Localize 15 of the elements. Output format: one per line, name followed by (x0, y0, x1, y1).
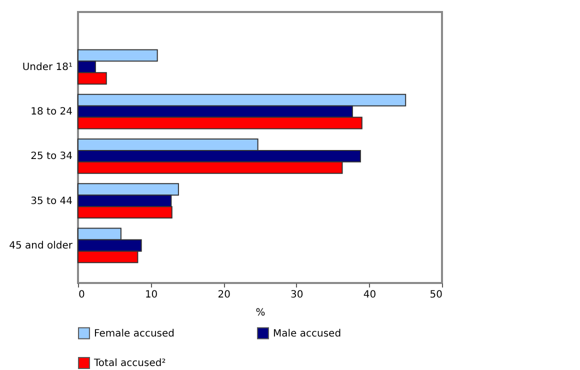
y-tick-label: 45 and older (9, 240, 74, 252)
x-tick-label: 30 (290, 290, 304, 300)
y-tick-label: 35 to 44 (30, 196, 72, 207)
y-tick-label: 25 to 34 (30, 151, 72, 162)
legend-label: Female accused (94, 328, 175, 340)
x-tick-label: 20 (218, 290, 230, 300)
x-tick-label: 40 (363, 290, 376, 300)
y-tick-label: Under 18¹ (22, 62, 72, 73)
legend-label: Total accused² (93, 358, 166, 369)
x-tick-label: 50 (430, 290, 442, 300)
x-tick-label: 10 (144, 290, 158, 300)
legend-label: Male accused (273, 328, 342, 340)
y-tick-label: 18 to 24 (30, 106, 72, 118)
x-tick-label: 0 (78, 290, 85, 300)
x-axis-title: % (256, 308, 266, 318)
